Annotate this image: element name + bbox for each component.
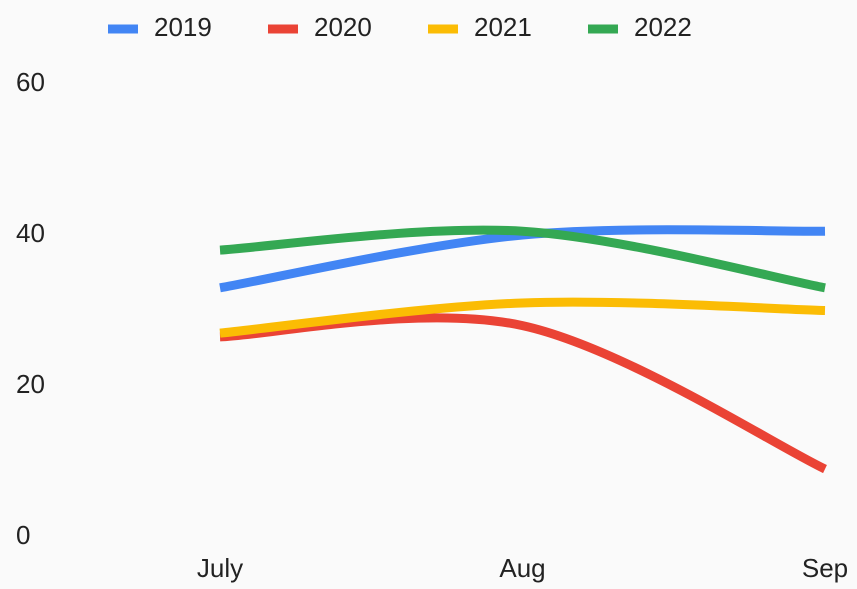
- y-tick-label: 0: [16, 520, 30, 550]
- legend-label: 2021: [474, 12, 532, 42]
- legend-label: 2020: [314, 12, 372, 42]
- legend-label: 2022: [634, 12, 692, 42]
- x-tick-label: Sep: [802, 553, 848, 583]
- y-tick-label: 60: [16, 67, 45, 97]
- series-line: [219, 225, 826, 293]
- x-tick-label: Aug: [499, 553, 545, 583]
- x-tick-label: July: [197, 553, 243, 583]
- y-tick-label: 20: [16, 369, 45, 399]
- legend-label: 2019: [154, 12, 212, 42]
- series-line: [219, 297, 826, 338]
- y-tick-label: 40: [16, 218, 45, 248]
